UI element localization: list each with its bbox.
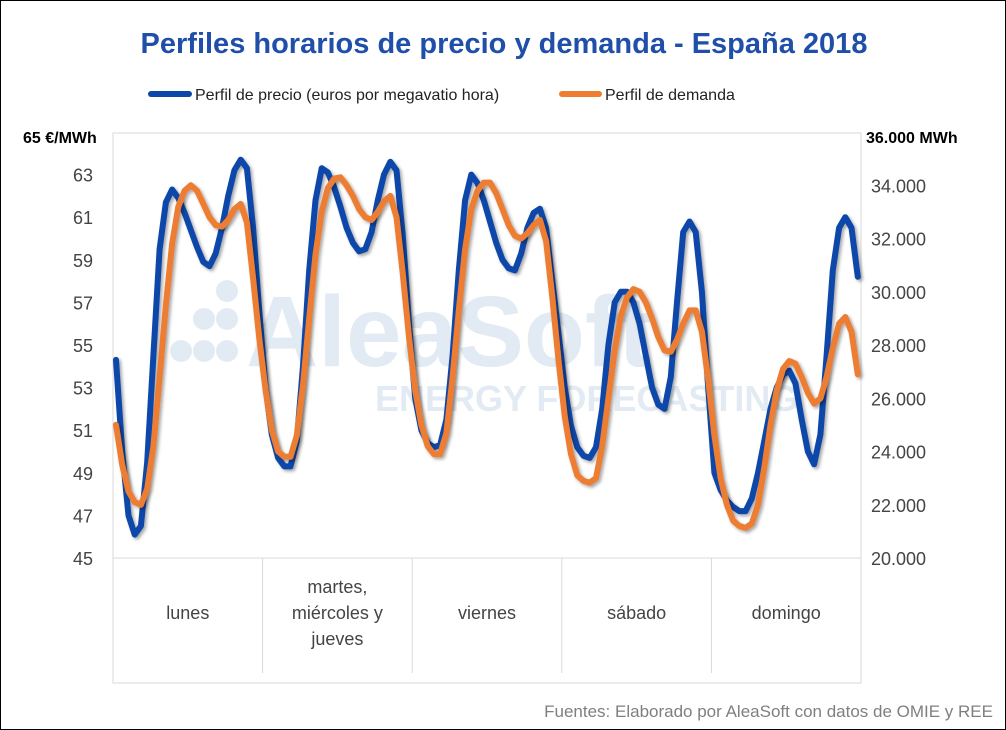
right-tick-label: 30.000 (871, 283, 926, 303)
svg-text:ENERGY FORECASTING: ENERGY FORECASTING (375, 378, 798, 419)
left-tick-label: 53 (73, 379, 93, 399)
right-axis-unit-label: 36.000 MWh (866, 130, 958, 147)
category-label: domingo (752, 603, 821, 623)
left-tick-label: 47 (73, 506, 93, 526)
category-label: sábado (607, 603, 666, 623)
series-group (113, 156, 861, 538)
left-tick-label: 51 (73, 421, 93, 441)
price-series-line (113, 156, 861, 538)
chart-title: Perfiles horarios de precio y demanda - … (141, 28, 868, 60)
left-tick-label: 55 (73, 336, 93, 356)
plot-area (112, 132, 862, 684)
right-tick-label: 32.000 (871, 230, 926, 250)
demand-series-line (113, 174, 861, 531)
right-tick-label: 20.000 (871, 549, 926, 569)
right-tick-label: 26.000 (871, 389, 926, 409)
category-label: martes, miércoles y jueves (292, 577, 383, 649)
left-tick-label: 63 (73, 166, 93, 186)
left-tick-label: 49 (73, 464, 93, 484)
legend-label-demand: Perfil de demanda (605, 87, 735, 104)
left-tick-label: 57 (73, 293, 93, 313)
left-axis-unit-label: 65 €/MWh (23, 130, 97, 147)
right-tick-label: 22.000 (871, 496, 926, 516)
source-note: Fuentes: Elaborado por AleaSoft con dato… (544, 702, 993, 721)
category-label: lunes (166, 603, 209, 623)
left-tick-label: 61 (73, 208, 93, 228)
right-axis: 20.000 22.000 24.000 26.000 28.000 30.000 32.0… (871, 176, 926, 569)
right-tick-label: 24.000 (871, 443, 926, 463)
legend-label-price: Perfil de precio (euros por megavatio ho… (195, 87, 499, 104)
left-tick-label: 45 (73, 549, 93, 569)
category-label: viernes (458, 603, 516, 623)
category-axis: lunes martes, miércoles y jueves viernes sába… (112, 557, 862, 673)
left-axis: 45 47 49 51 53 55 57 59 61 63 (73, 166, 93, 569)
legend: Perfil de precio (euros por megavatio ho… (148, 87, 735, 104)
right-tick-label: 34.000 (871, 176, 926, 196)
left-tick-label: 59 (73, 251, 93, 271)
right-tick-label: 28.000 (871, 336, 926, 356)
